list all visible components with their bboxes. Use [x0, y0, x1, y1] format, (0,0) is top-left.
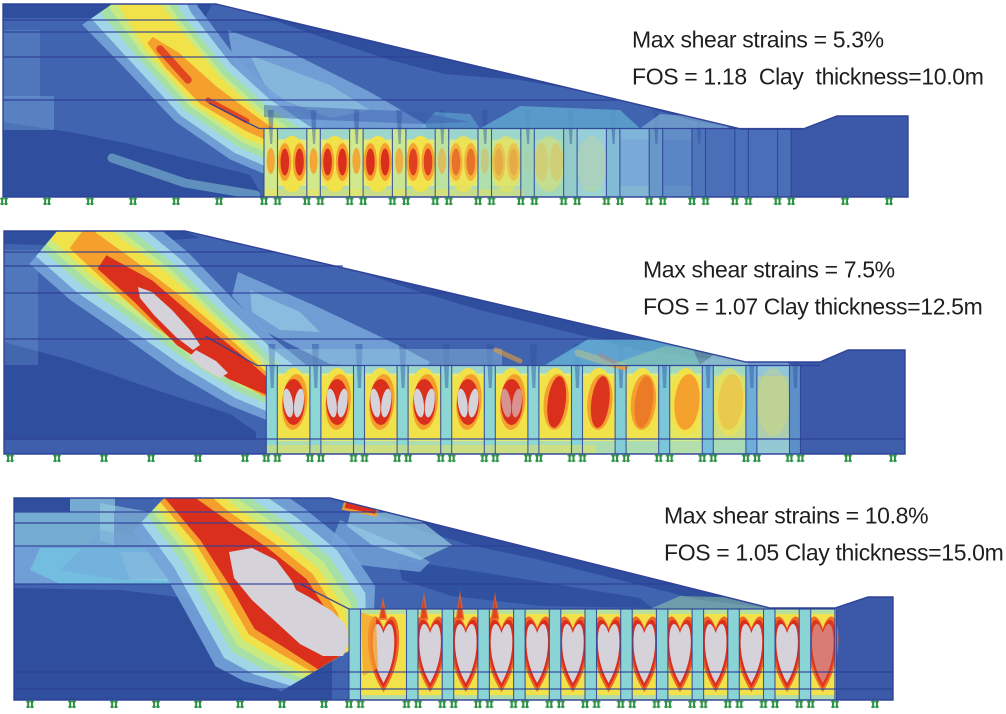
svg-text:Max shear strains = 10.8%: Max shear strains = 10.8%: [664, 503, 928, 529]
svg-text:FOS = 1.05 Clay thickness=15.0: FOS = 1.05 Clay thickness=15.0m: [664, 540, 1003, 566]
svg-text:Max shear strains = 5.3%: Max shear strains = 5.3%: [632, 27, 884, 53]
svg-text:FOS = 1.18 Clay thickness=10: FOS = 1.18 Clay thickness=10.0m: [632, 64, 984, 90]
svg-text:Max shear strains = 7.5%: Max shear strains = 7.5%: [643, 257, 895, 283]
svg-text:FOS = 1.07 Clay thickness=12.5: FOS = 1.07 Clay thickness=12.5m: [643, 294, 982, 320]
